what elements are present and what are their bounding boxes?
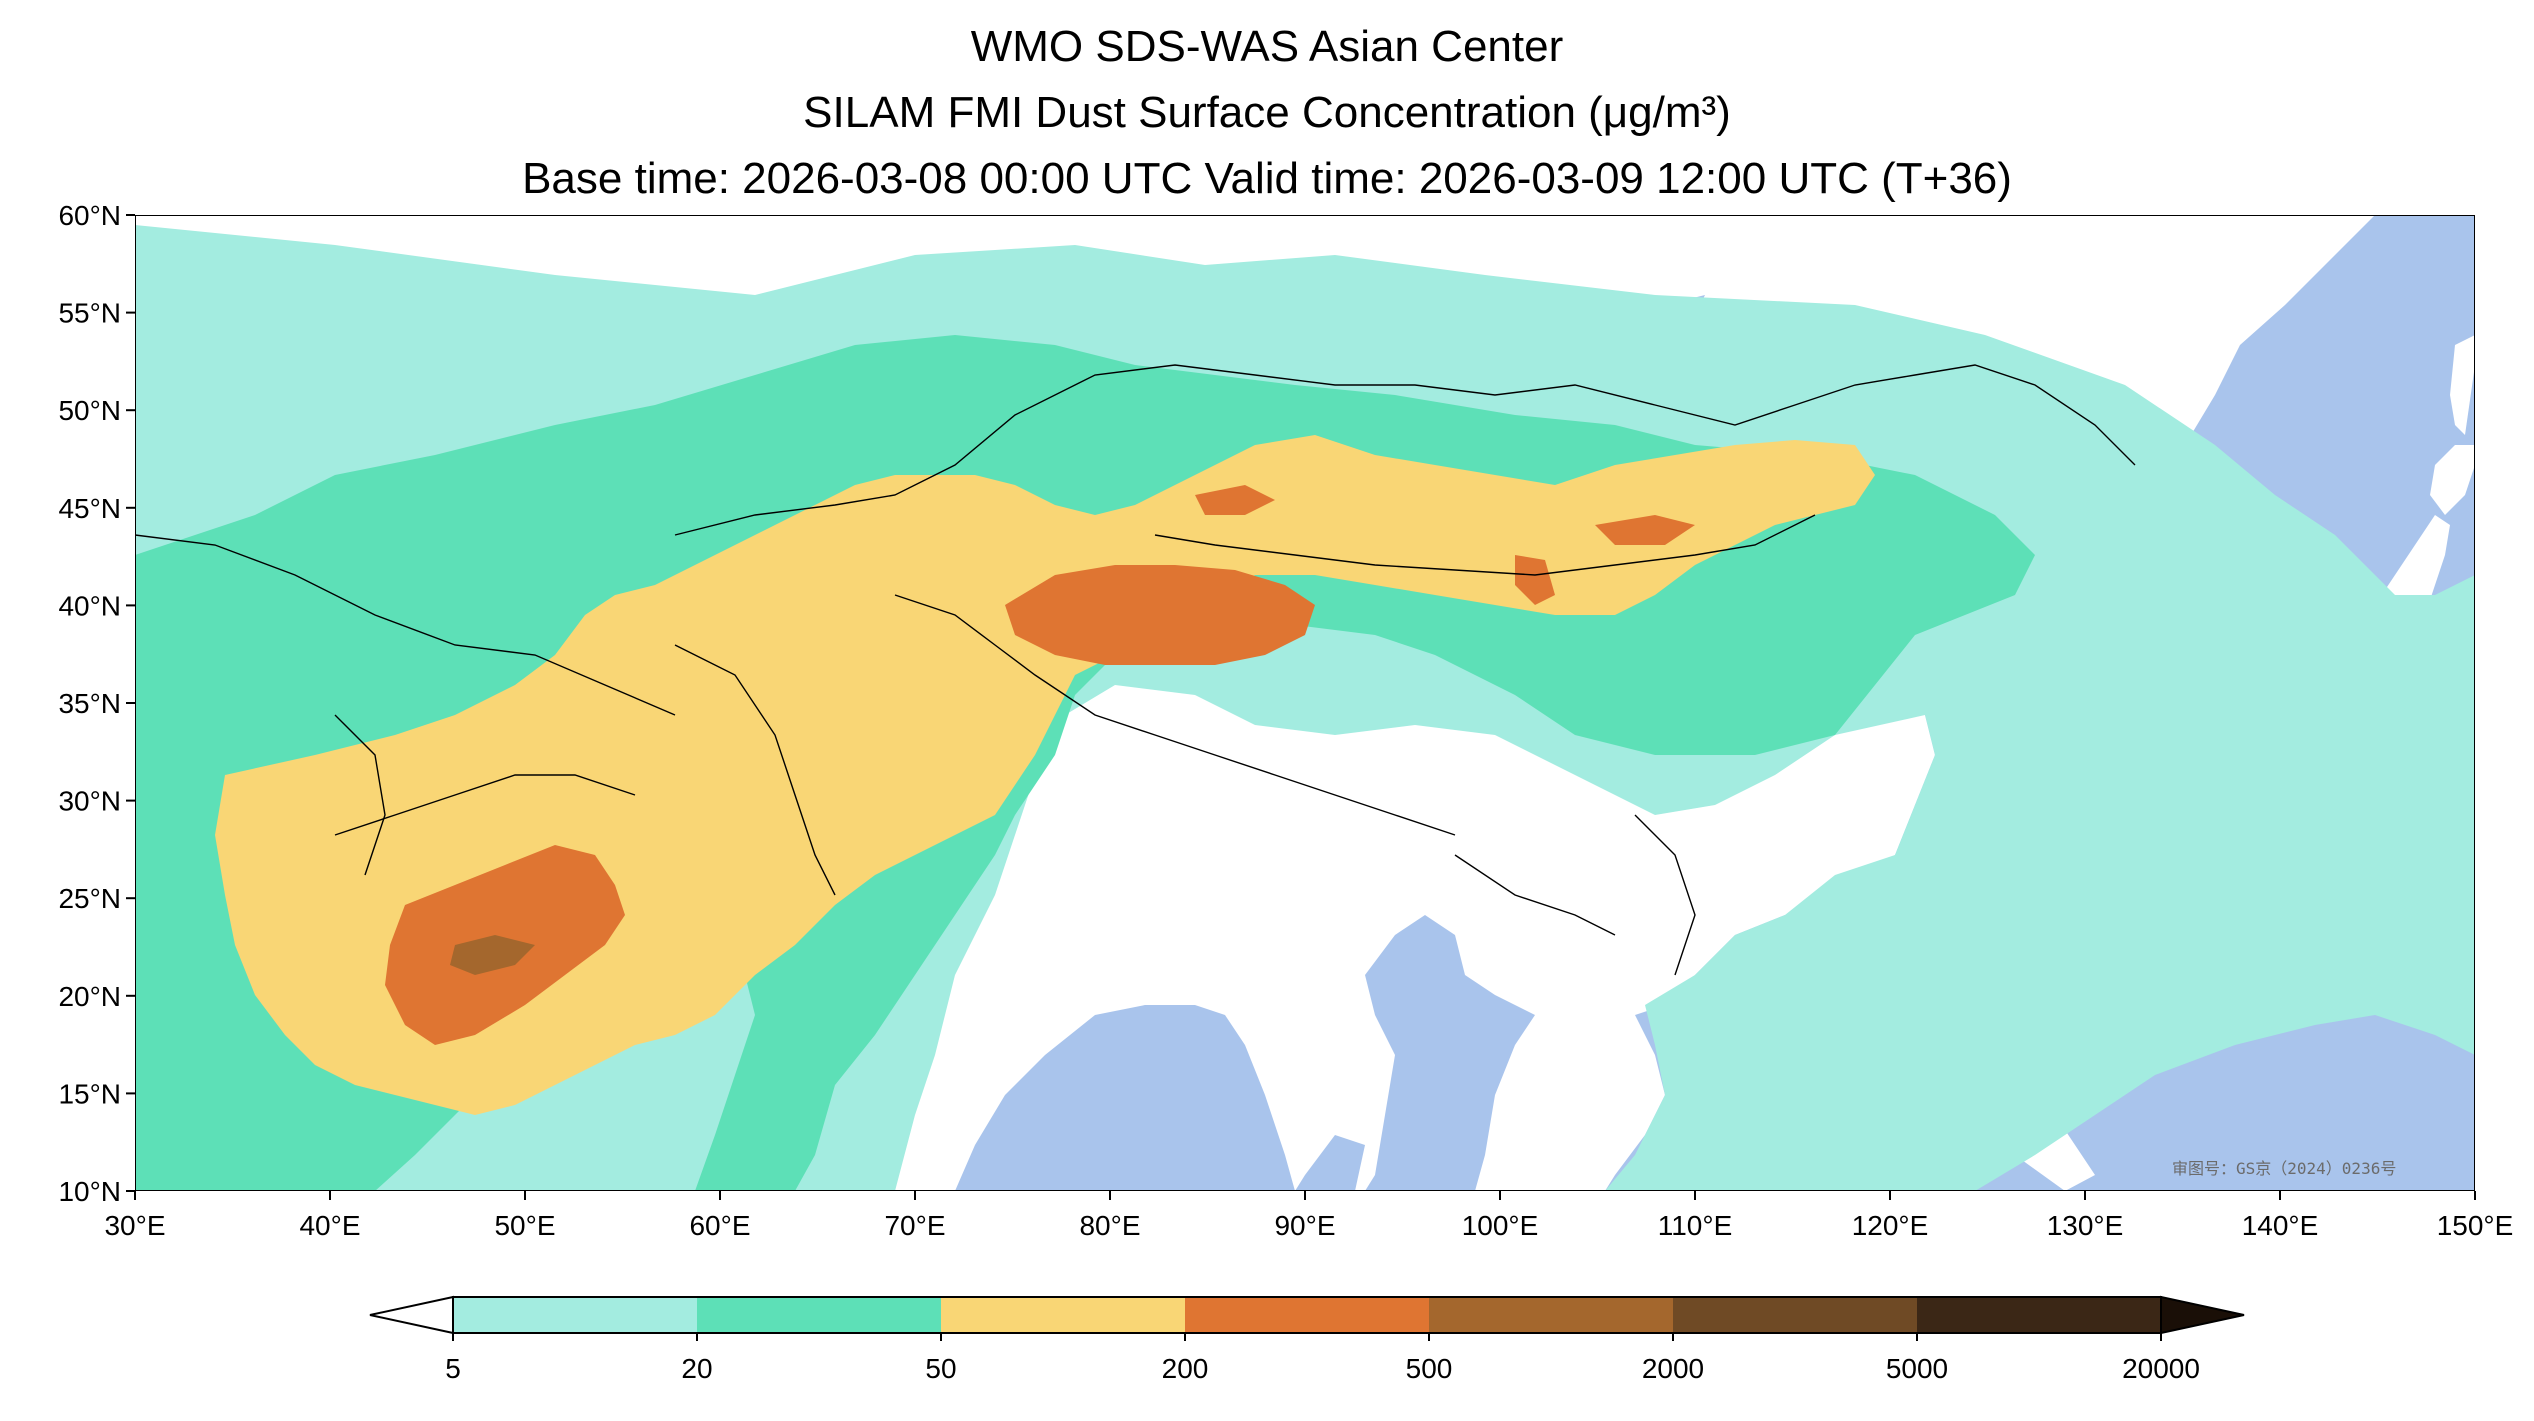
colorbar: 5 20 50 200 500 2000 5000 20000 [369, 1295, 2245, 1384]
dust-level-200-500 [1595, 515, 1695, 545]
dust-level-200-500 [1515, 555, 1555, 605]
colorbar-segment [453, 1297, 697, 1333]
map-watermark: 审图号：GS京（2024）0236号 [2172, 1159, 2397, 1178]
colorbar-labels: 5 20 50 200 500 2000 5000 20000 [445, 1333, 2200, 1384]
colorbar-segment [1917, 1297, 2161, 1333]
colorbar-outline [452, 1296, 2162, 1334]
title-line-2: SILAM FMI Dust Surface Concentration (μg… [803, 88, 1731, 137]
lat-tick-label: 45°N [58, 493, 121, 524]
colorbar-tick-label: 500 [1406, 1353, 1453, 1384]
lon-tick-label: 140°E [2242, 1210, 2319, 1241]
colorbar-tick-label: 5 [445, 1353, 461, 1384]
dust-contours [135, 225, 2475, 1191]
colorbar-segments [369, 1295, 2245, 1335]
lon-tick-label: 150°E [2437, 1210, 2514, 1241]
lon-tick-label: 110°E [1658, 1210, 1733, 1241]
lat-tick-label: 40°N [58, 590, 121, 621]
country-borders [135, 364, 2136, 976]
dust-level-200-500 [1005, 565, 1315, 665]
colorbar-under-arrow [369, 1295, 454, 1335]
lat-tick-label: 25°N [58, 883, 121, 914]
dust-level-500-2000 [450, 935, 535, 975]
figure-title: WMO SDS-WAS Asian Center SILAM FMI Dust … [0, 14, 2534, 212]
colorbar-tick-label: 2000 [1642, 1353, 1704, 1384]
lon-tick-label: 130°E [2047, 1210, 2124, 1241]
dust-concentration-map [135, 215, 2475, 1191]
lat-tick-label: 55°N [58, 298, 121, 329]
lat-tick-label: 35°N [58, 688, 121, 719]
lon-tick-label: 70°E [884, 1210, 945, 1241]
lon-tick-label: 100°E [1462, 1210, 1539, 1241]
colorbar-over-arrow [2160, 1295, 2245, 1335]
colorbar-segment [941, 1297, 1185, 1333]
title-line-3: Base time: 2026-03-08 00:00 UTC Valid ti… [522, 154, 2012, 203]
dust-level-200-500 [1195, 485, 1275, 515]
colorbar-segment [697, 1297, 941, 1333]
colorbar-tick-label: 20000 [2122, 1353, 2200, 1384]
colorbar-tick-label: 200 [1162, 1353, 1209, 1384]
lon-tick-label: 50°E [494, 1210, 555, 1241]
lat-tick-label: 50°N [58, 395, 121, 426]
lon-tick-label: 30°E [104, 1210, 165, 1241]
title-line-1: WMO SDS-WAS Asian Center [970, 22, 1564, 71]
colorbar-tick-label: 5000 [1886, 1353, 1948, 1384]
dust-level-50-200 [215, 435, 1875, 1115]
lon-tick-label: 80°E [1079, 1210, 1140, 1241]
colorbar-tick-label: 50 [925, 1353, 956, 1384]
lon-tick-label: 90°E [1274, 1210, 1335, 1241]
lat-tick-label: 10°N [58, 1176, 121, 1207]
lon-tick-label: 60°E [689, 1210, 750, 1241]
axis-labels: 30°E 40°E 50°E 60°E 70°E 80°E 90°E 100°E 110°E 12… [58, 200, 2514, 1241]
lon-tick-label: 120°E [1852, 1210, 1929, 1241]
lat-tick-label: 30°N [58, 786, 121, 817]
lon-tick-label: 40°E [299, 1210, 360, 1241]
lat-tick-label: 60°N [58, 200, 121, 231]
lat-tick-label: 15°N [58, 1078, 121, 1109]
colorbar-segment [1673, 1297, 1917, 1333]
colorbar-segment [1429, 1297, 1673, 1333]
lat-tick-label: 20°N [58, 981, 121, 1012]
colorbar-segment [1185, 1297, 1429, 1333]
colorbar-tick-label: 20 [681, 1353, 712, 1384]
